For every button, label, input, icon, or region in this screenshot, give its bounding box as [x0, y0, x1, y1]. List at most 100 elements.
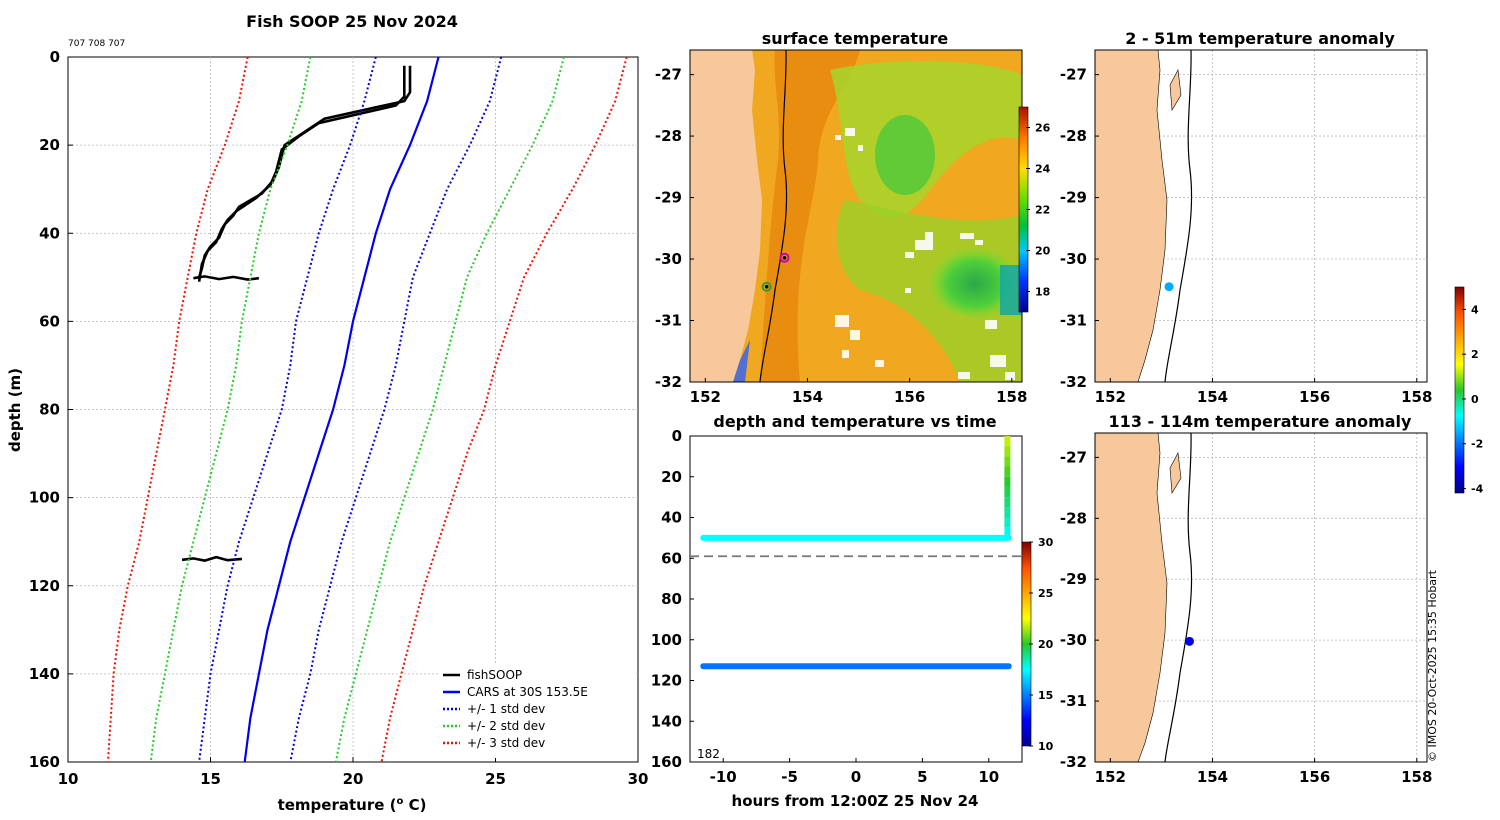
ts-colorbar-tick-label: 20	[1038, 638, 1054, 651]
anomaly-deep-land	[1095, 433, 1168, 762]
legend-label-std2: +/- 2 std dev	[467, 719, 545, 733]
anomaly-deep-panel: 113 - 114m temperature anomaly 152 154 156…	[1060, 286, 1484, 786]
sst-marker-position-green	[761, 281, 772, 292]
sst-cool-patch	[927, 246, 1022, 322]
profile-xlabel: temperature (o C)	[278, 796, 427, 814]
anomaly-colorbar-tick-label: -4	[1471, 483, 1484, 496]
ts-colorbar-tick-label: 25	[1038, 587, 1053, 600]
legend-label-fishsoop: fishSOOP	[467, 668, 522, 682]
ts-xtick-label: 10	[978, 768, 999, 786]
ts-ytick-label: 60	[661, 549, 682, 567]
anomaly-shallow-ytick-label: -31	[1060, 312, 1087, 330]
sst-marker-dot	[764, 284, 769, 289]
ts-xtick-label: -5	[781, 768, 798, 786]
anomaly-colorbar-tick-label: 2	[1471, 348, 1479, 361]
anomaly-shallow-point	[1164, 282, 1174, 292]
legend-label-std1: +/- 1 std dev	[467, 702, 545, 716]
ts-ytick-label: 160	[651, 753, 682, 771]
anomaly-deep-xtick-label: 156	[1299, 768, 1330, 786]
profile-title: Fish SOOP 25 Nov 2024	[246, 12, 458, 31]
anomaly-deep-xtick-label: 152	[1095, 768, 1126, 786]
sst-ytick-label: -31	[655, 312, 682, 330]
ts-ytick-label: 40	[661, 509, 682, 527]
profile-ytick-label: 140	[29, 665, 60, 683]
profile-ylabel: depth (m)	[6, 368, 24, 452]
sst-land	[690, 50, 762, 382]
profile-ytick-label: 80	[39, 401, 60, 419]
anomaly-shallow-ytick-label: -27	[1060, 66, 1087, 84]
anomaly-deep-ytick-label: -29	[1060, 570, 1087, 588]
ts-colorbar-tick-label: 30	[1038, 536, 1054, 549]
ts-colorbar-tick-label: 15	[1038, 689, 1053, 702]
profile-ytick-label: 160	[29, 753, 60, 771]
anomaly-shallow-island	[1169, 69, 1182, 111]
profile-xtick-label: 20	[343, 770, 364, 788]
profile-ytick-label: 40	[39, 224, 60, 242]
profile-series-std1	[289, 56, 503, 763]
sst-title: surface temperature	[762, 29, 949, 48]
sst-cold-strip	[1000, 265, 1022, 315]
sst-xtick-label: 152	[690, 388, 721, 406]
anomaly-deep-xtick-label: 154	[1197, 768, 1228, 786]
anomaly-deep-axes-box	[1094, 432, 1428, 763]
sst-cloud-patches	[835, 128, 1015, 380]
sst-colorbar-tick-label: 26	[1035, 122, 1051, 135]
sst-ytick-label: -32	[655, 373, 682, 391]
profile-xtick-label: 25	[485, 770, 506, 788]
anomaly-shallow-isobath	[1164, 50, 1193, 382]
ts-ytick-label: 140	[651, 712, 682, 730]
profile-ytick-label: 20	[39, 136, 60, 154]
sst-ytick-label: -29	[655, 189, 682, 207]
anomaly-deep-ytick-label: -30	[1060, 631, 1087, 649]
sst-colorbar-tick-label: 22	[1035, 204, 1050, 217]
sst-xtick-label: 154	[792, 388, 823, 406]
anomaly-colorbar-tick-label: 4	[1471, 303, 1479, 316]
sst-field	[690, 50, 1022, 382]
profile-ytick-label: 100	[29, 489, 60, 507]
sst-warm-current	[760, 50, 860, 382]
profile-legend: fishSOOP CARS at 30S 153.5E +/- 1 std de…	[438, 664, 634, 758]
profile-series-std3	[380, 56, 628, 763]
anomaly-shallow-ytick-label: -28	[1060, 127, 1087, 145]
anomaly-deep-xtick-label: 158	[1401, 768, 1432, 786]
anomaly-deep-ytick-label: -28	[1060, 509, 1087, 527]
ts-xtick-label: 5	[917, 768, 927, 786]
anomaly-shallow-xtick-label: 156	[1299, 388, 1330, 406]
profile-series-fishsoop	[181, 555, 243, 562]
anomaly-colorbar	[1454, 286, 1465, 494]
anomaly-shallow-xtick-label: 154	[1197, 388, 1228, 406]
anomaly-shallow-xtick-label: 158	[1401, 388, 1432, 406]
profile-ytick-label: 120	[29, 577, 60, 595]
sst-ytick-label: -28	[655, 127, 682, 145]
profile-series-fishsoop	[197, 65, 406, 282]
anomaly-shallow-xtick-label: 152	[1095, 388, 1126, 406]
ts-colorbar-tick-label: 10	[1038, 740, 1054, 753]
sst-colorbar-tick-label: 18	[1035, 286, 1050, 299]
timeseries-annotation: 182	[697, 747, 720, 761]
anomaly-shallow-axes-box	[1094, 49, 1428, 383]
timeseries-panel: depth and temperature vs time -10 -5 0 5 100…	[651, 412, 1054, 810]
profile-series-std1	[198, 56, 377, 763]
profile-xtick-label: 15	[200, 770, 221, 788]
anomaly-shallow-ytick-label: -32	[1060, 373, 1087, 391]
profile-subtitle: 707 708 707	[68, 39, 125, 49]
credit-text: © IMOS 20-Oct-2025 15:35 Hobart	[1426, 569, 1439, 762]
legend-label-std3: +/- 3 std dev	[467, 736, 545, 750]
sst-eddy-core	[875, 115, 935, 195]
ts-ytick-label: 120	[651, 672, 682, 690]
profile-panel: Fish SOOP 25 Nov 2024 707 708 707 10 15 20…	[6, 12, 648, 814]
sst-ytick-label: -30	[655, 250, 682, 268]
anomaly-colorbar-tick-label: -2	[1471, 438, 1483, 451]
legend-box	[438, 664, 634, 758]
timeseries-title: depth and temperature vs time	[713, 412, 996, 431]
ts-xtick-label: -10	[710, 768, 737, 786]
ts-ytick-label: 80	[661, 590, 682, 608]
ts-ytick-label: 100	[651, 631, 682, 649]
legend-label-cars: CARS at 30S 153.5E	[467, 685, 588, 699]
profile-ytick-label: 0	[50, 48, 60, 66]
anomaly-deep-isobath	[1164, 433, 1193, 762]
sst-marker-position-magenta	[779, 252, 790, 263]
timeseries-axes-box	[689, 435, 1023, 763]
sst-colorbar-tick-label: 24	[1035, 163, 1051, 176]
